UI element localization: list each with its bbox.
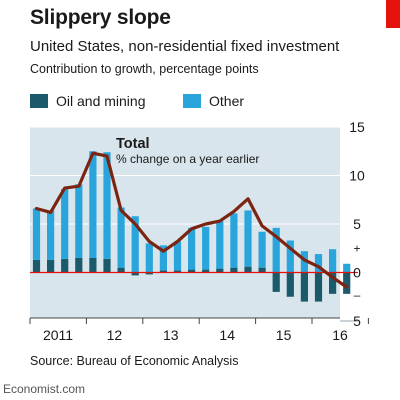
bar-oil-mining bbox=[131, 272, 139, 276]
bar-oil-mining bbox=[188, 269, 196, 273]
bar-other bbox=[47, 210, 55, 260]
y-tick-label: 5 bbox=[353, 313, 361, 329]
bar-oil-mining bbox=[314, 272, 323, 302]
bar-other bbox=[75, 184, 83, 258]
bar-oil-mining bbox=[103, 258, 111, 273]
y-tick-label: 10 bbox=[349, 168, 365, 184]
bar-oil-mining bbox=[117, 267, 125, 273]
bar-oil-mining bbox=[61, 258, 69, 273]
bar-other bbox=[159, 245, 167, 271]
bar-other bbox=[61, 189, 69, 259]
annotation-total-sub: % change on a year earlier bbox=[116, 152, 259, 166]
bar-oil-mining bbox=[145, 272, 153, 275]
bar-other bbox=[286, 240, 294, 273]
bar-other bbox=[145, 243, 153, 273]
bar-other bbox=[230, 213, 238, 268]
total-line bbox=[34, 151, 349, 289]
chart-description: Contribution to growth, percentage point… bbox=[30, 62, 259, 76]
legend-swatch-oil-mining bbox=[30, 94, 48, 108]
bar-oil-mining bbox=[329, 272, 337, 294]
x-tick-label: 2011 bbox=[43, 327, 73, 343]
bar-oil-mining bbox=[272, 272, 280, 292]
annotation-total: Total bbox=[116, 136, 150, 152]
x-tick-label: 12 bbox=[107, 327, 123, 343]
bar-other bbox=[314, 254, 323, 273]
chart-subtitle: United States, non-residential fixed inv… bbox=[30, 38, 340, 55]
legend-swatch-other bbox=[183, 94, 201, 108]
legend-item-other: Other bbox=[183, 93, 244, 109]
bar-oil-mining bbox=[286, 272, 294, 297]
legend-item-oil-mining: Oil and mining bbox=[30, 93, 146, 109]
bar-other bbox=[173, 241, 182, 271]
bar-oil-mining bbox=[32, 259, 41, 273]
x-tick-label: 16 bbox=[332, 327, 348, 343]
chart-title: Slippery slope bbox=[30, 6, 171, 29]
bar-oil-mining bbox=[75, 257, 83, 273]
bar-oil-mining bbox=[300, 272, 308, 302]
y-tick-label: + bbox=[353, 241, 360, 255]
bar-oil-mining bbox=[47, 259, 55, 273]
legend-label-oil-mining: Oil and mining bbox=[56, 93, 146, 109]
bar-other bbox=[188, 227, 196, 270]
bar-other bbox=[32, 208, 41, 260]
source-note: Source: Bureau of Economic Analysis bbox=[30, 354, 239, 368]
bar-other bbox=[117, 207, 125, 268]
y-tick-label: 15 bbox=[349, 119, 365, 135]
y-tick-label: 5 bbox=[353, 216, 361, 232]
bar-oil-mining bbox=[230, 267, 238, 273]
bar-oil-mining bbox=[258, 267, 266, 273]
bar-other bbox=[329, 249, 337, 273]
footer-brand: Economist.com bbox=[3, 382, 86, 396]
brand-red-tag bbox=[386, 0, 400, 28]
x-tick-label: 13 bbox=[163, 327, 179, 343]
y-tick-label: – bbox=[354, 288, 361, 302]
x-tick-label: 14 bbox=[219, 327, 235, 343]
y-tick-label: 0 bbox=[353, 265, 361, 281]
bar-other bbox=[343, 263, 351, 273]
legend-label-other: Other bbox=[209, 93, 245, 109]
bar-other bbox=[272, 227, 280, 273]
bar-other bbox=[258, 231, 266, 268]
bar-oil-mining bbox=[202, 269, 210, 273]
bar-other bbox=[89, 151, 97, 258]
bar-other bbox=[131, 216, 139, 273]
bar-other bbox=[103, 152, 111, 259]
bar-other bbox=[300, 251, 308, 273]
bar-oil-mining bbox=[173, 270, 182, 273]
bar-other bbox=[244, 210, 252, 267]
bar-oil-mining bbox=[159, 270, 167, 273]
bar-other bbox=[202, 226, 210, 270]
bar-other bbox=[216, 221, 224, 269]
bar-oil-mining bbox=[216, 268, 224, 273]
x-tick-label: 15 bbox=[276, 327, 292, 343]
bar-oil-mining bbox=[343, 272, 351, 294]
bar-oil-mining bbox=[244, 266, 252, 273]
bar-oil-mining bbox=[89, 257, 97, 273]
